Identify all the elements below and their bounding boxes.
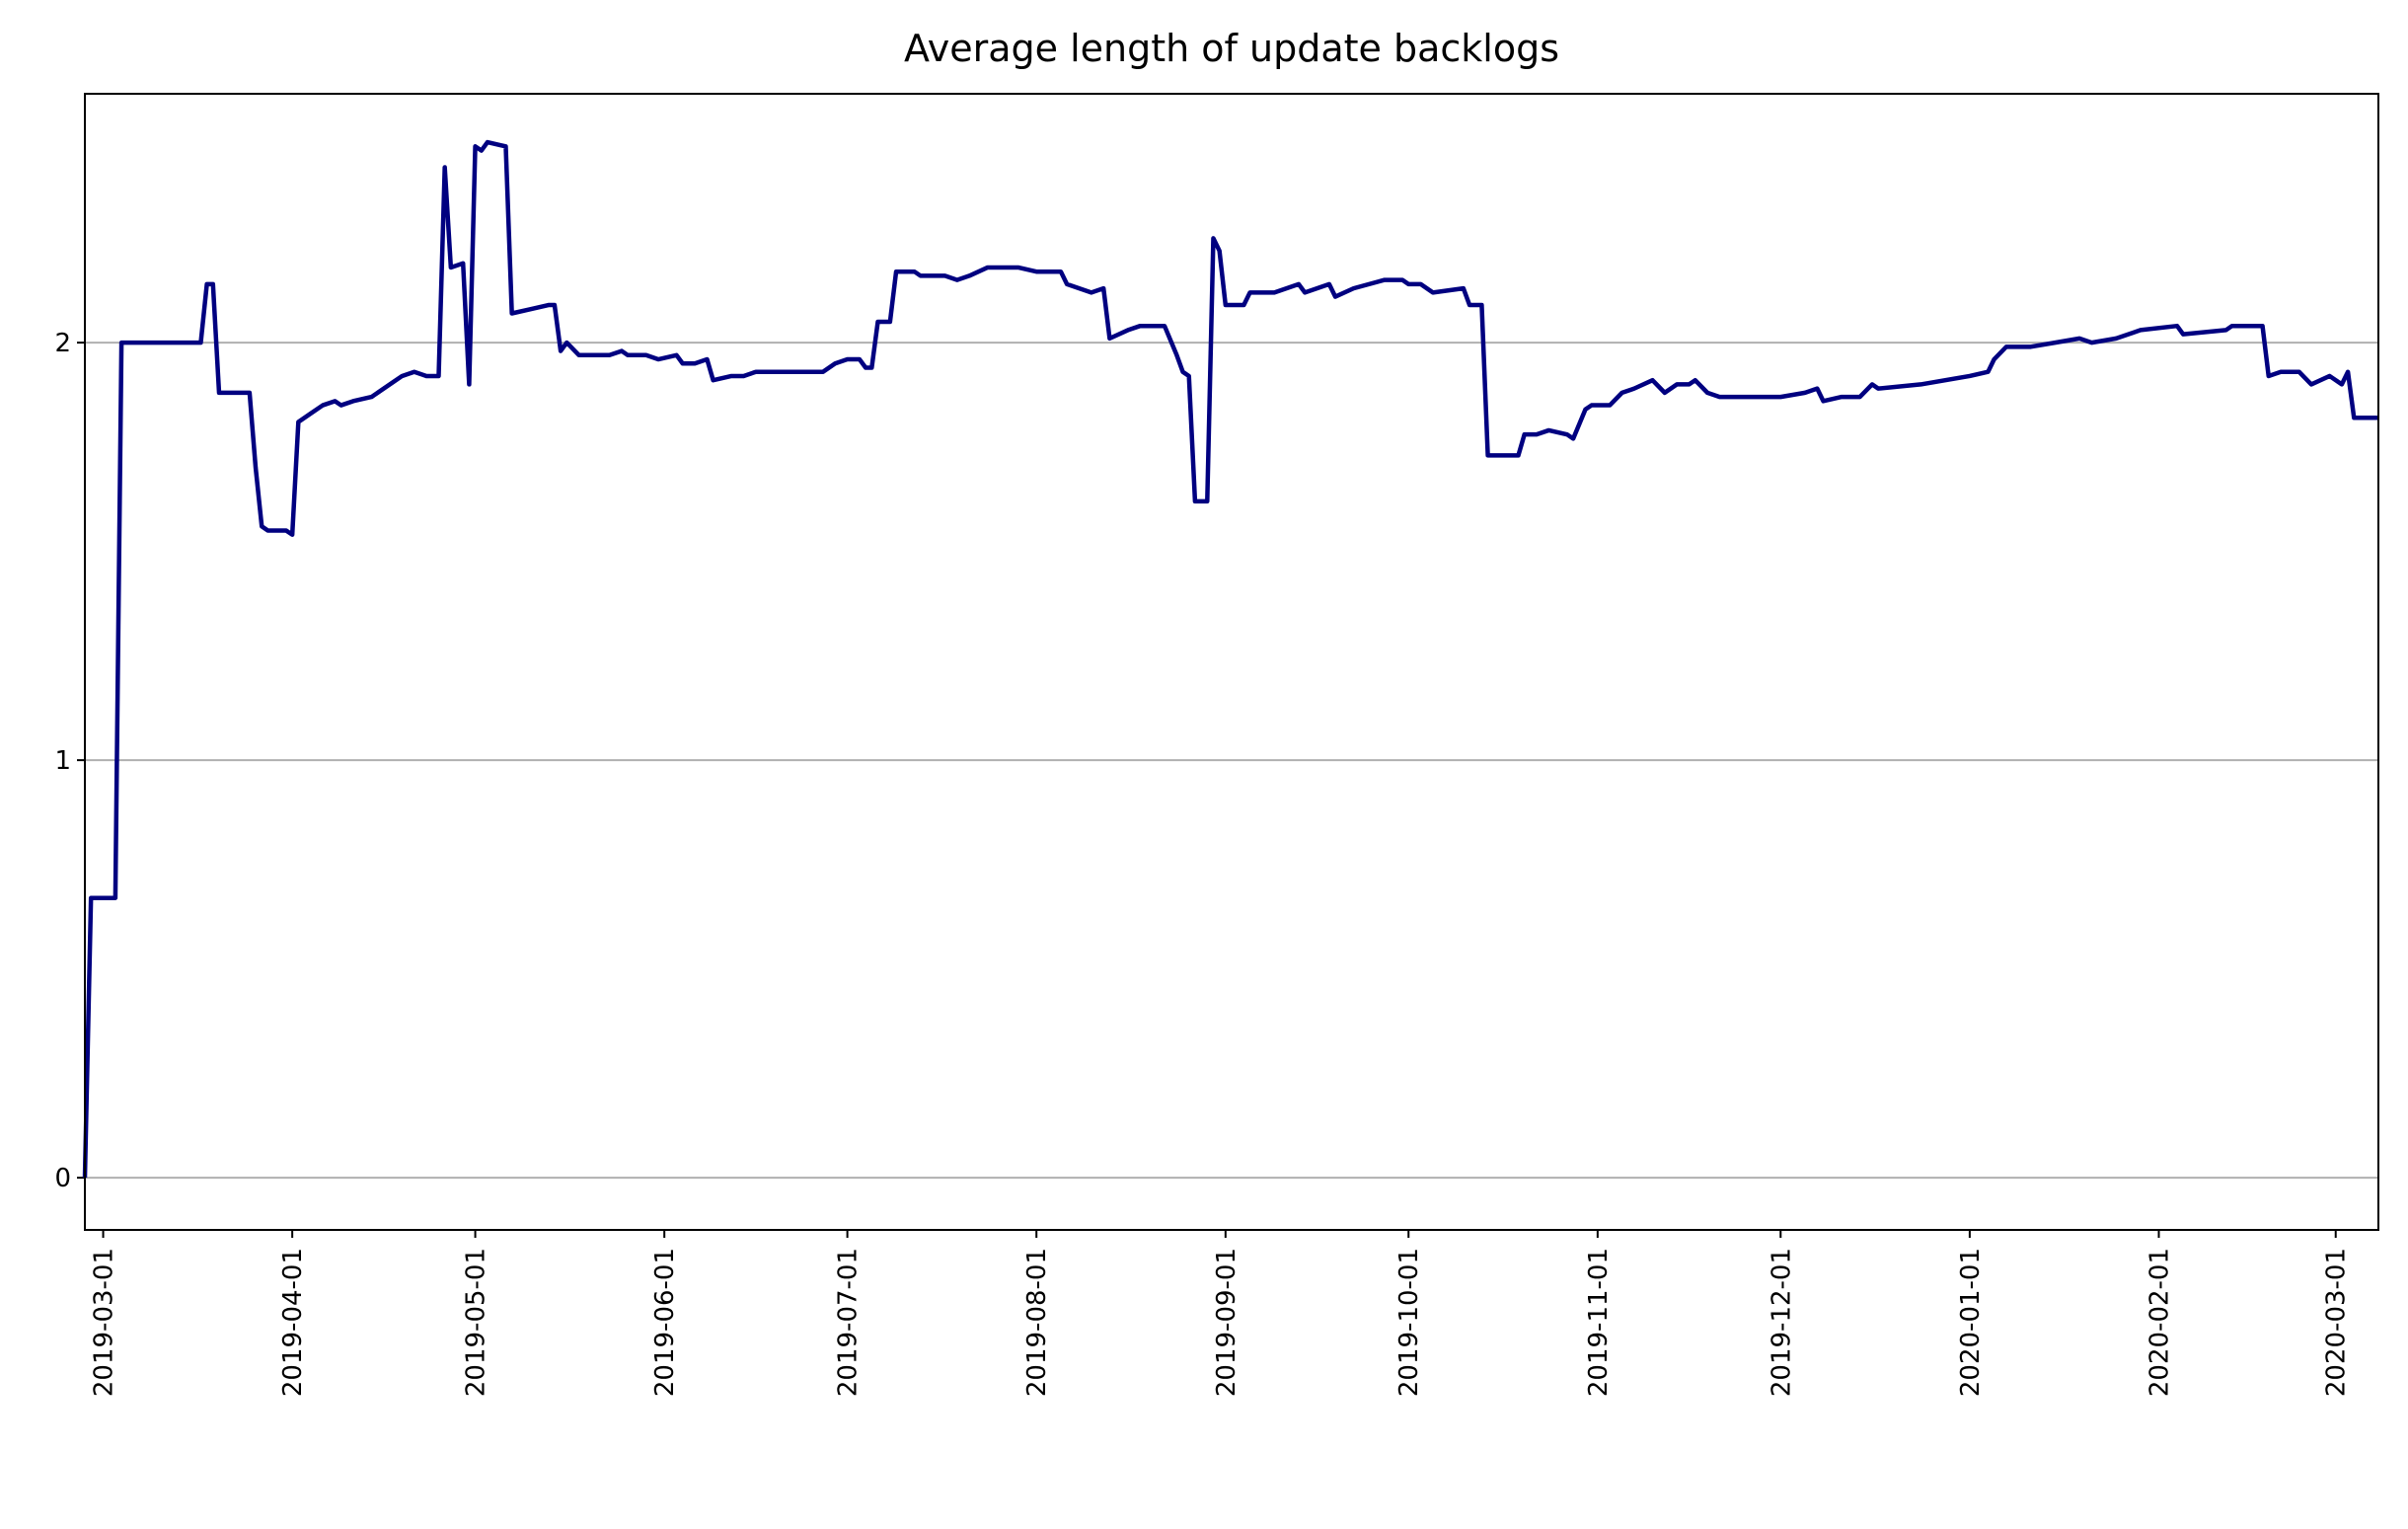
x-tick-label: 2019-09-01 bbox=[1212, 1248, 1242, 1397]
chart-title: Average length of update backlogs bbox=[904, 27, 1559, 70]
x-tick-label: 2019-06-01 bbox=[650, 1248, 680, 1397]
x-tick-label: 2019-07-01 bbox=[834, 1248, 864, 1397]
x-tick-label: 2020-01-01 bbox=[1956, 1248, 1986, 1397]
x-tick-label: 2019-12-01 bbox=[1767, 1248, 1796, 1397]
data-line bbox=[82, 139, 2378, 1179]
y-tick-label: 1 bbox=[54, 746, 71, 776]
y-tick-label: 2 bbox=[54, 329, 71, 358]
x-tick-label: 2019-04-01 bbox=[278, 1248, 308, 1397]
x-tick-label: 2019-03-01 bbox=[90, 1248, 119, 1397]
x-tick-label: 2019-11-01 bbox=[1584, 1248, 1614, 1397]
x-tick-label: 2020-03-01 bbox=[2322, 1248, 2352, 1397]
y-tick-label: 0 bbox=[54, 1164, 71, 1193]
x-tick-label: 2019-10-01 bbox=[1394, 1248, 1424, 1397]
x-tick-label: 2019-05-01 bbox=[462, 1248, 491, 1397]
x-tick-label: 2020-02-01 bbox=[2145, 1248, 2174, 1397]
x-tick-label: 2019-08-01 bbox=[1022, 1248, 1052, 1397]
plot-frame bbox=[84, 93, 2379, 1231]
